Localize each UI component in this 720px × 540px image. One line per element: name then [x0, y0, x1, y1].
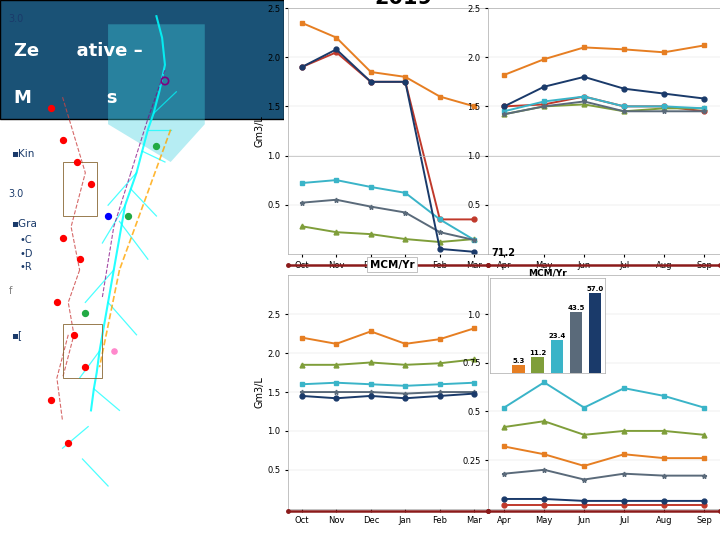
Point [51, 298, 63, 307]
Text: 3.0: 3.0 [9, 189, 24, 199]
Bar [63, 324, 102, 378]
Text: 2019: 2019 [374, 0, 432, 8]
Text: 11.2: 11.2 [529, 350, 546, 356]
Y-axis label: Gm3/L: Gm3/L [254, 115, 264, 147]
Bar [589, 293, 601, 373]
Y-axis label: Gm3/L: Gm3/L [254, 376, 264, 408]
Point [45, 104, 57, 112]
Text: 71.2: 71.2 [491, 248, 515, 258]
Bar [531, 357, 544, 373]
Point [122, 212, 134, 220]
Point [102, 212, 114, 220]
Text: f: f [9, 286, 12, 296]
Text: •C: •C [20, 235, 32, 245]
Point [63, 438, 74, 447]
Point [80, 309, 91, 318]
Polygon shape [108, 24, 204, 162]
Text: 3.0: 3.0 [9, 14, 24, 24]
Bar [551, 340, 563, 373]
Text: M            s: M s [14, 89, 118, 107]
Text: ▪[: ▪[ [12, 330, 22, 340]
Text: 43.5: 43.5 [567, 305, 585, 311]
Text: •D: •D [20, 249, 33, 259]
FancyBboxPatch shape [0, 0, 284, 119]
Point [45, 395, 57, 404]
Point [80, 363, 91, 372]
Point [71, 158, 83, 166]
Point [159, 77, 171, 85]
Text: ▪Gra: ▪Gra [12, 219, 37, 229]
Point [85, 179, 96, 188]
Point [57, 136, 68, 145]
Point [57, 233, 68, 242]
Text: MCM/Yr: MCM/Yr [370, 260, 415, 269]
Bar [570, 312, 582, 373]
Point [74, 255, 86, 264]
Bar [512, 365, 525, 373]
Point [108, 347, 120, 355]
Point [68, 330, 80, 339]
Text: Ze      ative –: Ze ative – [14, 42, 143, 60]
Text: 5.3: 5.3 [512, 358, 525, 364]
Text: ▪Kin: ▪Kin [12, 149, 35, 159]
Point [150, 141, 162, 150]
Text: 23.4: 23.4 [548, 333, 565, 339]
Text: 57.0: 57.0 [587, 286, 604, 292]
Text: •R: •R [20, 262, 32, 272]
Bar [63, 162, 96, 216]
Title: MCM/Yr: MCM/Yr [528, 268, 567, 278]
